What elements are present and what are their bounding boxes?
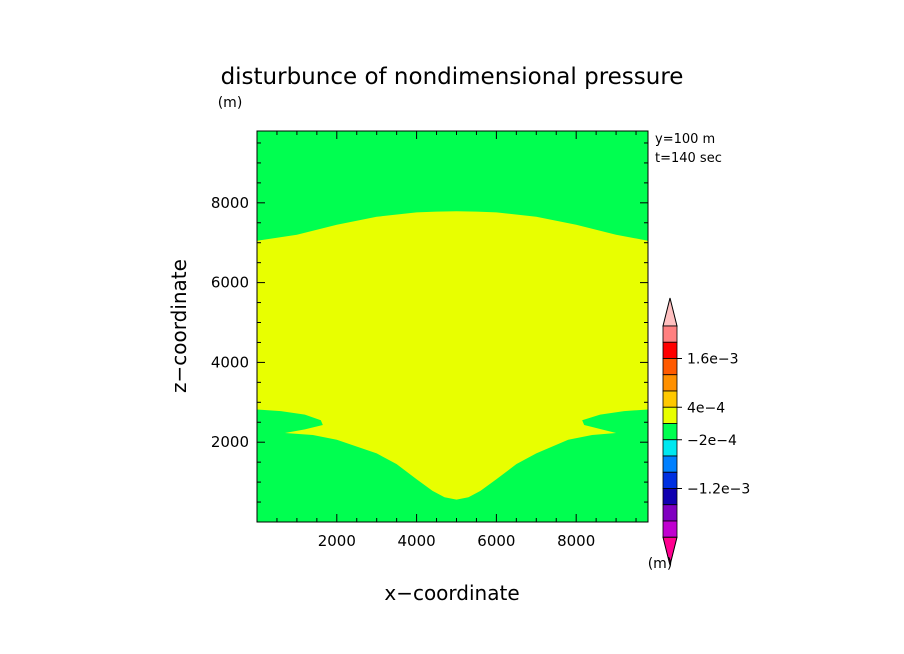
colorbar-top-arrow xyxy=(662,297,678,327)
colorbar: 1.6e−3 4e−4 −2e−4 −1.2e−3 xyxy=(662,297,750,566)
y-tick-label: 6000 xyxy=(211,274,249,292)
colorbar-segment xyxy=(662,520,678,538)
colorbar-segment xyxy=(662,455,678,473)
colorbar-segment xyxy=(662,423,678,441)
colorbar-segment xyxy=(662,439,678,457)
info-y-level: y=100 m xyxy=(655,132,715,147)
colorbar-segment xyxy=(662,341,678,359)
colorbar-label: 1.6e−3 xyxy=(687,352,739,368)
chart-title: disturbunce of nondimensional pressure xyxy=(221,64,684,90)
colorbar-segment xyxy=(662,390,678,408)
x-tick-label: 4000 xyxy=(397,532,435,550)
colorbar-segment xyxy=(662,325,678,343)
colorbar-segment xyxy=(662,471,678,489)
y-tick-label: 8000 xyxy=(211,194,249,212)
units-label: (m) xyxy=(218,95,243,111)
x-tick-label: 2000 xyxy=(318,532,356,550)
info-time: t=140 sec xyxy=(655,151,722,166)
y-axis-label: z−coordinate xyxy=(167,259,191,393)
y-tick-label: 2000 xyxy=(211,433,249,451)
plot-frame xyxy=(256,130,649,523)
x-axis-label: x−coordinate xyxy=(384,581,519,605)
axis-ticks: 2000 4000 6000 8000 2000 4000 6000 8000 xyxy=(211,131,648,550)
colorbar-label: 4e−4 xyxy=(687,400,725,416)
y-tick-label: 4000 xyxy=(211,353,249,371)
colorbar-label: −2e−4 xyxy=(687,433,737,449)
region-positive-disturbance xyxy=(257,211,648,500)
colorbar-segment xyxy=(662,406,678,424)
colorbar-segment xyxy=(662,374,678,392)
colorbar-unit: (m) xyxy=(648,556,673,572)
colorbar-segment xyxy=(662,488,678,506)
colorbar-bottom-arrow xyxy=(662,536,678,566)
plot-area xyxy=(256,130,649,523)
colorbar-label: −1.2e−3 xyxy=(687,482,750,498)
colorbar-segment xyxy=(662,358,678,376)
x-tick-label: 8000 xyxy=(557,532,595,550)
colorbar-segment xyxy=(662,504,678,522)
x-tick-label: 6000 xyxy=(477,532,515,550)
